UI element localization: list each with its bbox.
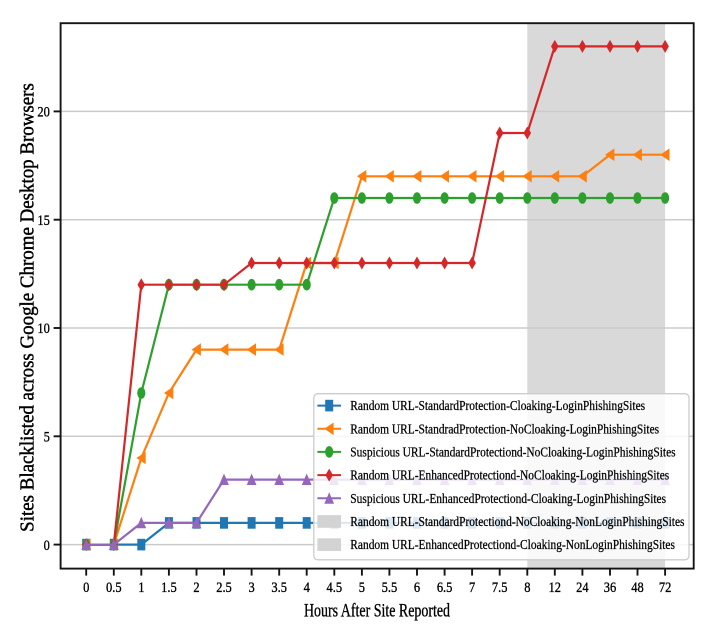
svg-text:Random URL-StandardProtectiond: Random URL-StandardProtectiond-NoCloakin… [350,514,684,529]
svg-text:Suspicious URL-StandardProtect: Suspicious URL-StandardProtectiond-NoClo… [350,445,675,460]
svg-text:0: 0 [44,538,50,554]
svg-text:3.5: 3.5 [271,580,287,596]
svg-text:1: 1 [138,580,144,596]
svg-text:24: 24 [576,580,588,596]
svg-text:5: 5 [44,429,50,445]
svg-text:10: 10 [37,321,49,337]
svg-text:48: 48 [631,580,643,596]
svg-text:20: 20 [37,105,49,121]
svg-text:Random URL-EnhancedProtectiond: Random URL-EnhancedProtectiond-Cloaking-… [350,537,675,552]
svg-text:Sites Blacklisted across Googl: Sites Blacklisted across Google Chrome D… [16,83,39,532]
svg-text:3: 3 [248,580,254,596]
svg-text:2.5: 2.5 [216,580,232,596]
svg-text:0.5: 0.5 [106,580,122,596]
svg-text:7: 7 [469,580,475,596]
svg-text:15: 15 [37,213,49,229]
svg-text:2: 2 [193,580,199,596]
svg-text:1.5: 1.5 [161,580,177,596]
svg-text:Hours After Site Reported: Hours After Site Reported [304,599,451,621]
svg-text:7.5: 7.5 [492,580,508,596]
svg-text:6: 6 [414,580,420,596]
svg-text:72: 72 [659,580,671,596]
svg-text:5: 5 [359,580,365,596]
svg-text:4: 4 [304,580,310,596]
svg-text:5.5: 5.5 [382,580,398,596]
svg-text:12: 12 [549,580,561,596]
svg-text:8: 8 [524,580,530,596]
svg-text:6.5: 6.5 [437,580,453,596]
svg-text:Suspicious URL-EnhancedProtect: Suspicious URL-EnhancedProtectiond-Cloak… [350,491,666,506]
svg-text:36: 36 [604,580,616,596]
svg-text:Random URL-StandardProtection-: Random URL-StandardProtection-Cloaking-L… [350,398,645,413]
svg-text:4.5: 4.5 [327,580,343,596]
svg-text:0: 0 [83,580,89,596]
svg-text:Random URL-StandradProtection-: Random URL-StandradProtection-NoCloaking… [350,422,659,437]
svg-text:Random URL-EnhancedProtectiond: Random URL-EnhancedProtectiond-NoCloakin… [350,468,669,483]
